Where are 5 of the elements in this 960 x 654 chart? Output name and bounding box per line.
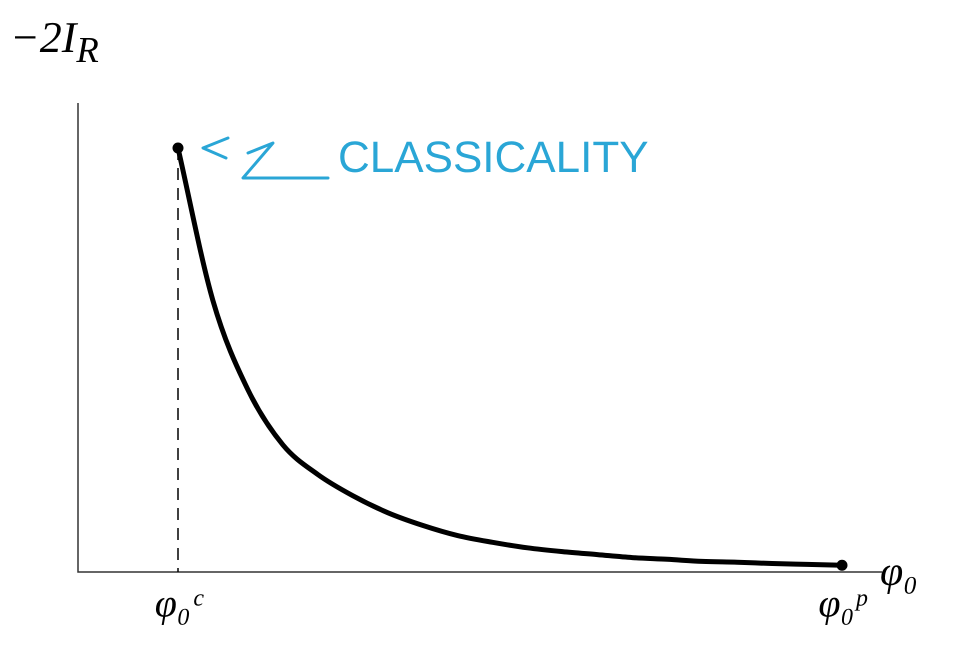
annotation: CLASSICALITY <box>338 133 649 182</box>
x-tick-label: φ₀ᶜ <box>154 580 205 626</box>
x-axis-title: φ₀ <box>880 548 918 596</box>
y-axis-title: −2I$_{R}$ <box>10 12 99 71</box>
x-tick-label: φ₀ᵖ <box>818 580 868 626</box>
